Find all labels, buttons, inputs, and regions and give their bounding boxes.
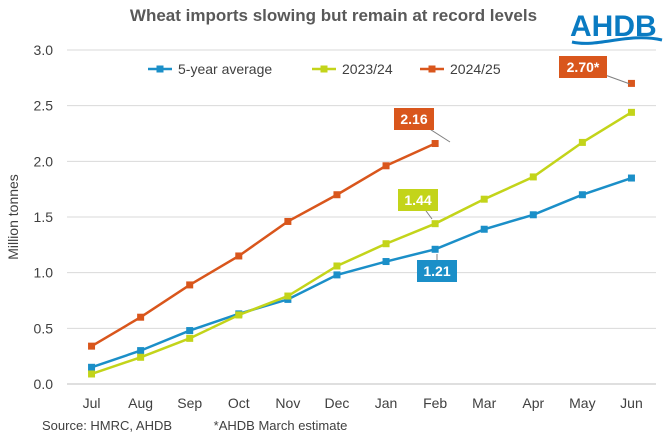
- series-line: [91, 111, 633, 376]
- callout-box: [559, 56, 607, 78]
- data-label: 1.21: [423, 263, 450, 279]
- data-point: [235, 252, 243, 260]
- data-point: [284, 292, 292, 300]
- data-point: [88, 342, 96, 350]
- y-tick-label: 3.0: [34, 42, 54, 58]
- legend-marker: [320, 65, 328, 73]
- chart-title: Wheat imports slowing but remain at reco…: [129, 6, 538, 25]
- data-point: [284, 217, 292, 225]
- logo-wave-icon: [571, 36, 663, 45]
- data-label: 2.16: [400, 111, 427, 127]
- y-tick-label: 0.0: [34, 376, 54, 392]
- data-point: [627, 174, 635, 182]
- y-axis-label: Million tonnes: [5, 174, 21, 260]
- estimate-point: [627, 79, 635, 87]
- callout-box: [398, 189, 438, 211]
- legend-label: 2024/25: [450, 61, 501, 77]
- data-point: [235, 311, 243, 319]
- x-tick-label: Dec: [325, 395, 350, 411]
- y-tick-label: 2.5: [34, 98, 54, 114]
- y-tick-label: 0.5: [34, 320, 54, 336]
- x-tick-label: Sep: [177, 395, 202, 411]
- series-line: [91, 176, 632, 369]
- callout-box: [417, 260, 457, 282]
- x-tick-label: Jun: [620, 395, 643, 411]
- data-point: [480, 225, 488, 233]
- x-tick-label: Feb: [423, 395, 447, 411]
- data-point: [382, 240, 390, 248]
- data-point: [627, 108, 635, 116]
- source-note: Source: HMRC, AHDB: [42, 418, 173, 433]
- data-point: [529, 211, 537, 219]
- legend-label: 2023/24: [342, 61, 393, 77]
- data-point: [333, 262, 341, 270]
- x-tick-label: May: [569, 395, 595, 411]
- data-point: [186, 281, 194, 289]
- data-point: [578, 191, 586, 199]
- ahdb-logo: AHDB: [570, 10, 663, 45]
- data-point: [137, 313, 145, 321]
- x-tick-label: Jan: [375, 395, 398, 411]
- data-point: [578, 138, 586, 146]
- estimate-note: *AHDB March estimate: [213, 418, 348, 433]
- data-point: [137, 347, 145, 355]
- data-label: 1.44: [404, 192, 431, 208]
- x-tick-label: Mar: [472, 395, 496, 411]
- callout-box: [394, 108, 434, 130]
- data-point: [333, 191, 341, 199]
- data-point: [88, 363, 96, 371]
- series-line: [90, 142, 436, 348]
- footnote: Source: HMRC, AHDB *AHDB March estimate: [42, 418, 385, 433]
- legend-marker: [156, 65, 164, 73]
- x-tick-label: Jul: [83, 395, 101, 411]
- legend-marker: [428, 65, 436, 73]
- data-point: [431, 245, 439, 253]
- data-point: [333, 271, 341, 279]
- y-tick-label: 2.0: [34, 153, 54, 169]
- legend-label: 5-year average: [178, 61, 272, 77]
- data-point: [137, 353, 145, 361]
- y-tick-label: 1.0: [34, 265, 54, 281]
- x-tick-label: Aug: [128, 395, 153, 411]
- x-tick-label: Nov: [275, 395, 300, 411]
- data-point: [88, 370, 96, 378]
- y-tick-label: 1.5: [34, 209, 54, 225]
- data-point: [431, 140, 439, 148]
- data-point: [382, 258, 390, 266]
- data-point: [480, 195, 488, 203]
- data-label: 2.70*: [567, 59, 600, 75]
- data-point: [186, 334, 194, 342]
- x-tick-label: Oct: [228, 395, 250, 411]
- x-tick-label: Apr: [522, 395, 544, 411]
- data-point: [431, 220, 439, 228]
- data-point: [186, 327, 194, 335]
- data-point: [529, 173, 537, 181]
- data-point: [382, 162, 390, 170]
